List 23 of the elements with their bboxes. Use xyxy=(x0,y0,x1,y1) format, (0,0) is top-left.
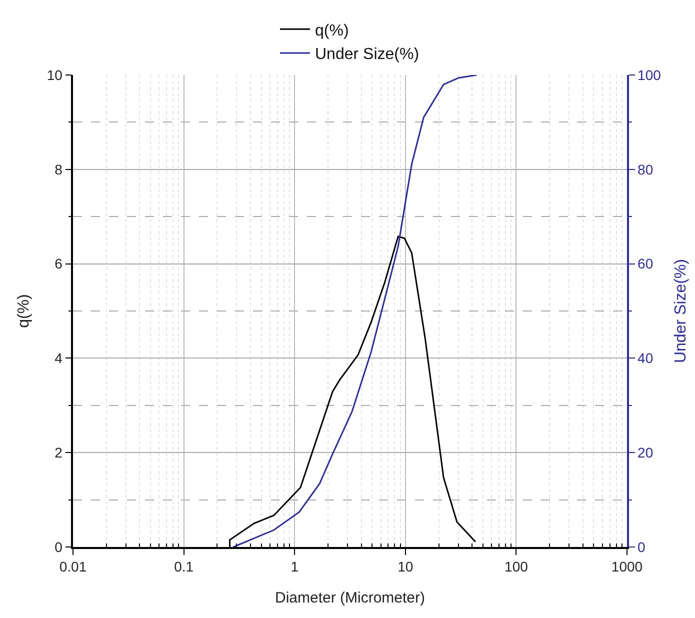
y2-axis-title: Under Size(%) xyxy=(672,258,690,364)
y2-tick-label: 20 xyxy=(638,444,654,460)
x-tick-label: 0.01 xyxy=(59,558,87,575)
y-tick-label: 10 xyxy=(46,66,63,83)
y2-tick-label: 80 xyxy=(638,161,654,178)
y2-tick-label: 40 xyxy=(638,350,654,366)
y2-tick-label: 100 xyxy=(638,66,662,83)
y-tick-label: 2 xyxy=(54,444,63,460)
y-tick-label: 6 xyxy=(54,256,63,272)
legend-label: q(%) xyxy=(315,22,349,40)
x-axis-title: Diameter (Micrometer) xyxy=(274,590,426,606)
x-tick-label: 100 xyxy=(504,558,528,575)
y-tick-label: 4 xyxy=(54,350,63,366)
y-tick-label: 0 xyxy=(54,538,63,555)
y-tick-label: 8 xyxy=(54,161,63,178)
y2-tick-label: 0 xyxy=(638,538,646,555)
y2-tick-label: 60 xyxy=(638,256,654,272)
x-tick-label: 10 xyxy=(398,558,414,575)
x-tick-label: 1000 xyxy=(611,558,643,575)
legend-label: Under Size(%) xyxy=(315,46,420,64)
x-tick-label: 0.1 xyxy=(174,558,194,575)
x-tick-label: 1 xyxy=(290,558,299,575)
y-axis-title: q(%) xyxy=(15,294,32,328)
